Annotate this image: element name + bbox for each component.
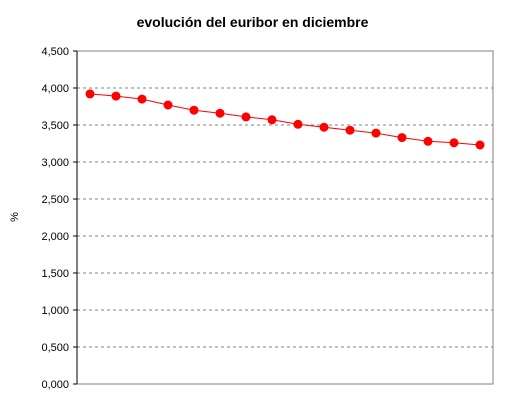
y-tick-label: 3,500 xyxy=(41,120,69,132)
series-line-group xyxy=(89,93,481,146)
data-point xyxy=(215,108,225,118)
data-point xyxy=(189,105,199,115)
data-point xyxy=(241,112,251,122)
y-tick-label: 1,000 xyxy=(41,305,69,317)
y-axis-ticks xyxy=(73,50,78,385)
y-axis-labels: 0,000 0,500 1,000 1,500 2,000 2,500 3,000 3,500… xyxy=(41,46,69,391)
y-tick-label: 1,500 xyxy=(41,268,69,280)
series-points-group xyxy=(85,89,485,150)
y-tick-label: 4,000 xyxy=(41,83,69,95)
data-point xyxy=(137,94,147,104)
data-point xyxy=(449,138,459,148)
data-point xyxy=(319,122,329,132)
y-axis-label: % xyxy=(9,212,21,222)
y-tick-label: 0,000 xyxy=(41,379,69,391)
data-point xyxy=(371,128,381,138)
plot-area xyxy=(76,50,494,385)
data-point xyxy=(423,136,433,146)
data-point xyxy=(345,125,355,135)
data-point xyxy=(267,115,277,125)
series-line xyxy=(89,93,481,146)
y-tick-label: 0,500 xyxy=(41,342,69,354)
data-point xyxy=(111,91,121,101)
data-point xyxy=(163,100,173,110)
y-tick-label: 3,000 xyxy=(41,157,69,169)
y-tick-label: 4,500 xyxy=(41,46,69,58)
y-tick-label: 2,500 xyxy=(41,194,69,206)
chart-title: evolución del euribor en diciembre xyxy=(136,14,369,30)
data-point xyxy=(293,119,303,129)
data-point xyxy=(397,133,407,143)
data-point xyxy=(85,89,95,99)
y-tick-label: 2,000 xyxy=(41,231,69,243)
data-point xyxy=(475,140,485,150)
